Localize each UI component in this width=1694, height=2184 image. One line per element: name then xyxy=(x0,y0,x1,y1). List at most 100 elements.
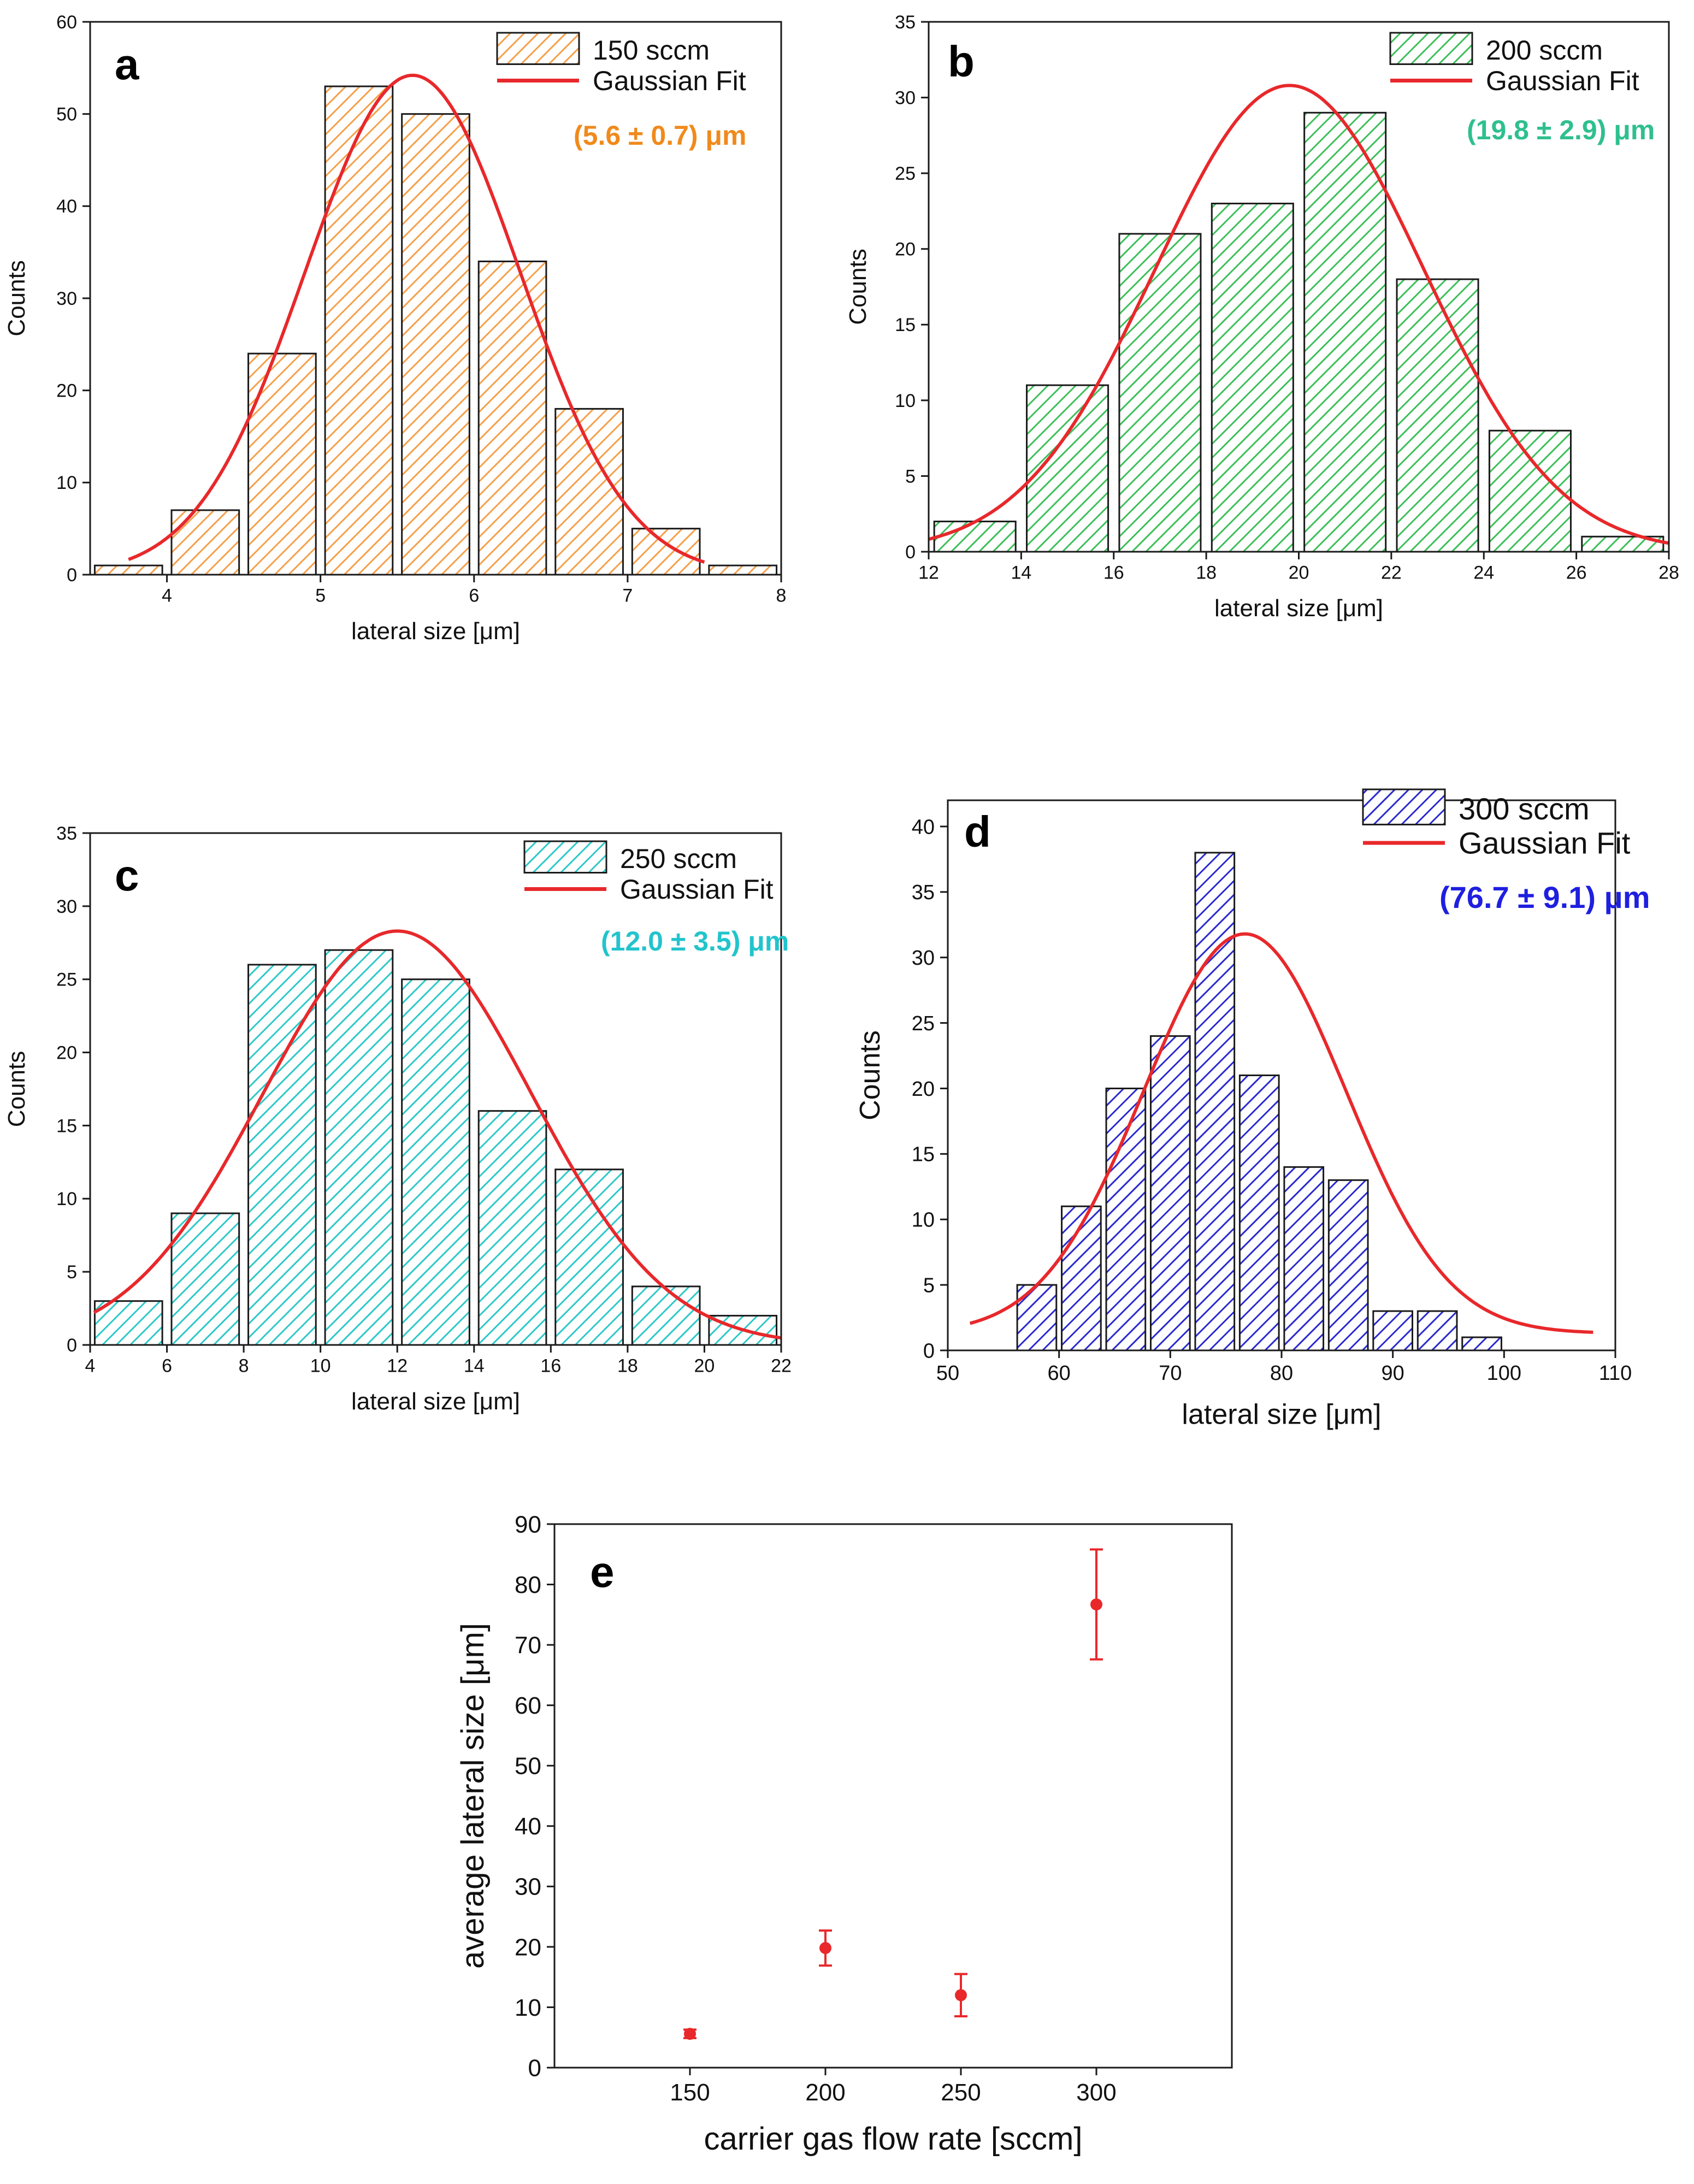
data-point xyxy=(1090,1598,1102,1611)
histogram-bar xyxy=(1149,1035,1191,1351)
histogram-bar xyxy=(1488,429,1572,553)
x-tick-label: 12 xyxy=(387,1356,408,1377)
y-tick-label: 30 xyxy=(912,947,935,970)
data-point xyxy=(955,1989,967,2002)
x-tick-label: 5 xyxy=(315,586,326,606)
y-tick-label: 40 xyxy=(56,196,77,217)
y-axis-label: Counts xyxy=(3,260,30,336)
histogram-bar xyxy=(324,949,394,1346)
y-tick-label: 50 xyxy=(515,1753,541,1780)
panel-letter: d xyxy=(964,807,991,856)
fit-annotation: (5.6 ± 0.7) μm xyxy=(574,120,746,151)
legend-fit-label: Gaussian Fit xyxy=(620,874,774,905)
y-tick-label: 25 xyxy=(56,970,77,990)
histogram-bar xyxy=(1194,852,1236,1351)
y-tick-label: 15 xyxy=(912,1143,935,1166)
x-tick-label: 10 xyxy=(310,1356,331,1377)
legend-fit-label: Gaussian Fit xyxy=(1459,826,1631,860)
legend-swatch xyxy=(496,32,580,65)
histogram-bar xyxy=(631,1285,701,1346)
y-tick-label: 35 xyxy=(912,881,935,904)
x-tick-label: 90 xyxy=(1382,1362,1404,1385)
x-tick-label: 12 xyxy=(918,563,939,583)
legend-swatch xyxy=(523,840,607,873)
x-tick-label: 18 xyxy=(617,1356,638,1377)
histogram-bar xyxy=(477,1110,547,1346)
panel-letter: a xyxy=(115,40,139,88)
y-tick-label: 5 xyxy=(905,466,916,487)
y-tick-label: 10 xyxy=(895,391,916,411)
histogram-bar xyxy=(554,408,624,576)
y-tick-label: 5 xyxy=(67,1262,77,1283)
x-tick-label: 70 xyxy=(1159,1362,1182,1385)
histogram-bar xyxy=(1118,233,1202,553)
legend-swatch xyxy=(1389,32,1473,65)
y-tick-label: 60 xyxy=(515,1692,541,1719)
histogram-bar xyxy=(708,564,778,576)
x-tick-label: 22 xyxy=(771,1356,792,1377)
y-tick-label: 10 xyxy=(56,1189,77,1209)
y-axis-label: Counts xyxy=(3,1051,30,1127)
legend-series-label: 250 sccm xyxy=(620,843,737,874)
x-tick-label: 4 xyxy=(85,1356,96,1377)
legend-series-label: 200 sccm xyxy=(1486,35,1603,66)
x-axis-label: lateral size [μm] xyxy=(351,618,520,645)
histogram-bar xyxy=(247,964,317,1346)
histogram-bar xyxy=(1105,1087,1147,1351)
histogram-bar xyxy=(933,521,1017,553)
x-tick-label: 80 xyxy=(1270,1362,1293,1385)
data-point xyxy=(684,2028,696,2040)
legend-swatch xyxy=(1362,788,1446,825)
x-axis-label: lateral size [μm] xyxy=(1214,595,1383,622)
histogram-bar xyxy=(1461,1336,1502,1351)
y-tick-label: 15 xyxy=(895,315,916,335)
x-tick-label: 16 xyxy=(1103,563,1124,583)
y-tick-label: 40 xyxy=(912,816,935,839)
y-axis-label: Counts xyxy=(854,1030,886,1120)
y-tick-label: 90 xyxy=(515,1511,541,1538)
panel-letter: c xyxy=(115,851,139,900)
x-tick-label: 8 xyxy=(239,1356,249,1377)
histogram-bar xyxy=(1327,1179,1369,1351)
histogram-bar xyxy=(1283,1166,1325,1351)
panel-e: 150 200 250 300 0 10 20 30 40 50 60 70 80 90 carrier g… xyxy=(455,1511,1233,2157)
y-tick-label: 30 xyxy=(895,87,916,108)
histogram-bar xyxy=(1016,1284,1058,1351)
y-tick-label: 35 xyxy=(56,823,77,844)
histogram-bar xyxy=(401,978,470,1346)
histogram-bar xyxy=(93,564,163,576)
y-tick-label: 40 xyxy=(515,1813,541,1840)
x-tick-label: 200 xyxy=(805,2079,845,2106)
panel-c: 4 6 8 10 12 14 16 18 20 22 0 5 10 15 20 25 30 35 lateral s… xyxy=(3,823,792,1415)
histogram-bar xyxy=(324,85,394,576)
fit-annotation: (76.7 ± 9.1) μm xyxy=(1439,880,1650,914)
fit-annotation: (12.0 ± 3.5) μm xyxy=(601,926,789,957)
data-point xyxy=(819,1942,831,1955)
legend-fit-label: Gaussian Fit xyxy=(593,66,746,96)
y-tick-label: 0 xyxy=(923,1339,935,1362)
x-axis-label: lateral size [μm] xyxy=(1182,1399,1381,1431)
x-tick-label: 250 xyxy=(941,2079,981,2106)
panel-letter: e xyxy=(590,1548,615,1596)
x-tick-label: 7 xyxy=(622,586,633,606)
histogram-bar xyxy=(1416,1310,1458,1351)
x-tick-label: 4 xyxy=(162,586,172,606)
histogram-bar xyxy=(401,113,470,576)
histogram-bar xyxy=(93,1300,163,1346)
y-axis-label: Counts xyxy=(845,249,871,324)
y-tick-label: 30 xyxy=(56,288,77,309)
y-tick-label: 25 xyxy=(912,1012,935,1035)
y-tick-label: 10 xyxy=(515,1994,541,2021)
histogram-bar xyxy=(1396,278,1479,553)
x-tick-label: 50 xyxy=(936,1362,959,1385)
x-tick-label: 6 xyxy=(469,586,479,606)
plot-frame xyxy=(553,1523,1233,2069)
y-tick-label: 20 xyxy=(912,1078,935,1101)
histogram-bar xyxy=(1238,1075,1280,1351)
histogram-bar xyxy=(631,528,701,576)
plot-frame xyxy=(89,832,782,1346)
fit-annotation: (19.8 ± 2.9) μm xyxy=(1467,115,1655,145)
y-tick-label: 20 xyxy=(895,239,916,260)
x-axis-label: lateral size [μm] xyxy=(351,1388,520,1415)
